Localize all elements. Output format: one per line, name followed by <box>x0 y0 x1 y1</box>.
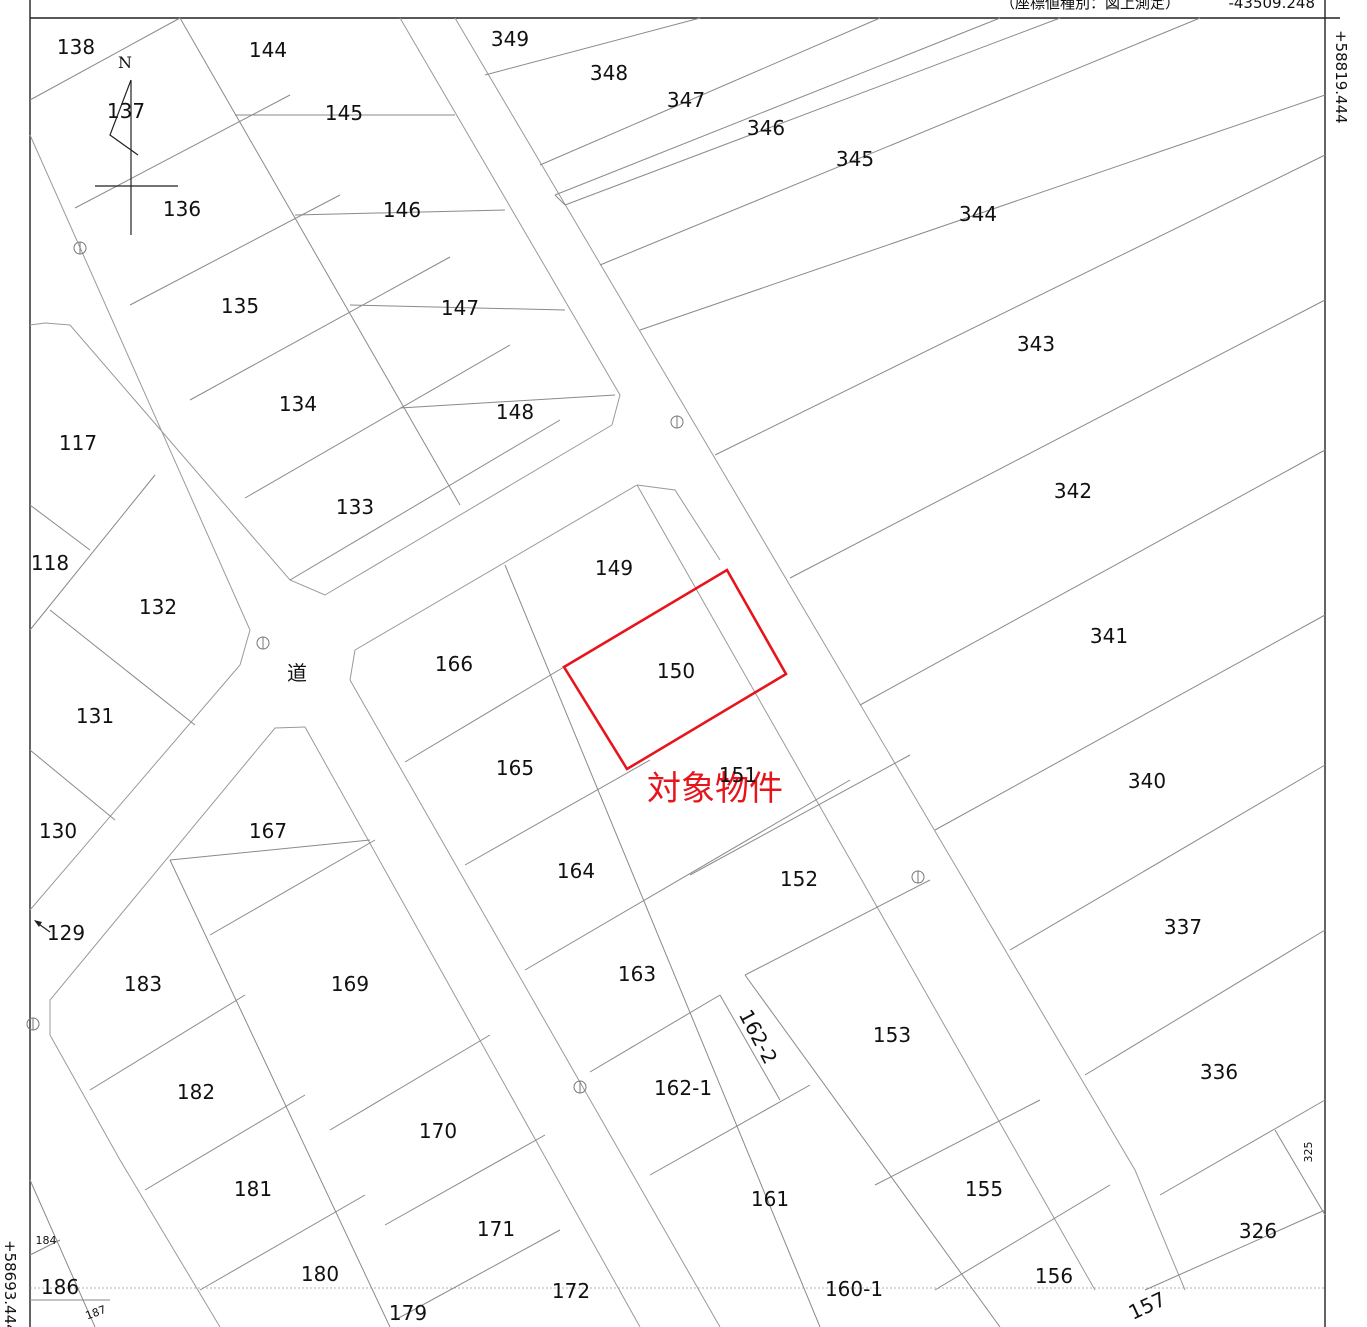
lot-number: 118 <box>31 551 69 575</box>
lot-number: 135 <box>221 294 259 318</box>
lot-number: 325 <box>1302 1142 1315 1163</box>
lot-number: 341 <box>1090 624 1128 648</box>
lot-number: 186 <box>41 1275 79 1299</box>
lot-number: 347 <box>667 88 705 112</box>
lot-number: 148 <box>496 400 534 424</box>
lot-number: 342 <box>1054 479 1092 503</box>
lot-number: 132 <box>139 595 177 619</box>
boundary-marker-icon <box>26 1017 40 1031</box>
lot-number: 336 <box>1200 1060 1238 1084</box>
target-label: 対象物件 <box>647 769 783 809</box>
coord-value-label: -43509.248 <box>1228 0 1315 12</box>
lot-number: 170 <box>419 1119 457 1143</box>
lot-number: 164 <box>557 859 595 883</box>
lot-number: 144 <box>249 38 287 62</box>
lot-number: 136 <box>163 197 201 221</box>
lot-number: 160-1 <box>825 1277 883 1301</box>
lot-number: 172 <box>552 1279 590 1303</box>
lot-number: 162-2 <box>734 1005 782 1068</box>
cross-road <box>29 134 721 1327</box>
lot-number: 187 <box>84 1303 108 1322</box>
coord-right-top: +58819.444 <box>1332 30 1350 124</box>
lot-number-target: 150 <box>657 659 695 683</box>
lot-number: 180 <box>301 1262 339 1286</box>
lot-number: 133 <box>336 495 374 519</box>
lot-number: 163 <box>618 962 656 986</box>
lot-number: 151 <box>719 763 757 787</box>
lot-number: 153 <box>873 1023 911 1047</box>
parcel-lines <box>29 17 1326 1327</box>
road-label: 道 <box>287 661 307 685</box>
lot-number: 183 <box>124 972 162 996</box>
lot-number: 145 <box>325 101 363 125</box>
boundary-marker-icon <box>573 1080 587 1094</box>
lot-number: 130 <box>39 819 77 843</box>
lot-number: 165 <box>496 756 534 780</box>
lot-number: 326 <box>1239 1219 1277 1243</box>
lot-number: 343 <box>1017 332 1055 356</box>
lot-number: 134 <box>279 392 317 416</box>
lot-number: 169 <box>331 972 369 996</box>
lot-number: 156 <box>1035 1264 1073 1288</box>
lot-number: 182 <box>177 1080 215 1104</box>
lot-number: 147 <box>441 296 479 320</box>
lot-number: 349 <box>491 27 529 51</box>
north-arrow-icon <box>95 79 178 235</box>
lot-number: 171 <box>477 1217 515 1241</box>
boundary-marker-icon <box>256 636 270 650</box>
lot-number: 161 <box>751 1187 789 1211</box>
lot-number: 129 <box>47 921 85 945</box>
lot-number: 131 <box>76 704 114 728</box>
lot-number: 340 <box>1128 769 1166 793</box>
coord-type-label: （座標値種別：図上測定） <box>1000 0 1180 12</box>
lot-number: 346 <box>747 116 785 140</box>
north-label: N <box>118 53 132 72</box>
boundary-markers <box>26 241 925 1094</box>
target-parcel-outline <box>562 568 788 771</box>
lot-number: 155 <box>965 1177 1003 1201</box>
lot-labels: 138 144 349 348 347 346 345 344 137 145 … <box>31 27 1315 1325</box>
lot-number: 149 <box>595 556 633 580</box>
boundary-marker-icon <box>73 241 87 255</box>
boundary-marker-icon <box>911 870 925 884</box>
lot-number: 337 <box>1164 915 1202 939</box>
lot-number: 117 <box>59 431 97 455</box>
lot-number: 157 <box>1125 1287 1170 1325</box>
lot-number: 138 <box>57 35 95 59</box>
map-frame <box>29 0 1340 1327</box>
lot-number: 181 <box>234 1177 272 1201</box>
main-road <box>304 17 1186 1327</box>
lot-number: 345 <box>836 147 874 171</box>
lot-number: 137 <box>107 99 145 123</box>
lot-number: 184 <box>36 1234 57 1247</box>
lot-number: 162-1 <box>654 1076 712 1100</box>
lot-number: 348 <box>590 61 628 85</box>
lot-number: 152 <box>780 867 818 891</box>
arrow-icon <box>34 920 51 933</box>
coord-left-bottom: +58693.444 <box>1 1240 19 1327</box>
lot-number: 344 <box>959 202 997 226</box>
lot-number: 179 <box>389 1301 427 1325</box>
lot-number: 167 <box>249 819 287 843</box>
lot-number: 166 <box>435 652 473 676</box>
lot-number: 146 <box>383 198 421 222</box>
boundary-marker-icon <box>670 415 684 429</box>
